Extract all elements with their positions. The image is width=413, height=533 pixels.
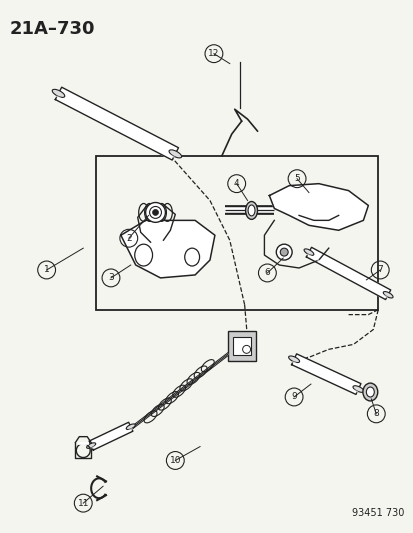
Text: 9: 9 (290, 392, 296, 401)
Text: 6: 6 (264, 269, 270, 278)
Ellipse shape (303, 249, 313, 255)
Text: 21A–730: 21A–730 (10, 20, 95, 38)
Text: 12: 12 (208, 49, 219, 58)
Text: 10: 10 (169, 456, 180, 465)
Polygon shape (291, 354, 360, 394)
Text: 5: 5 (294, 174, 299, 183)
Polygon shape (55, 87, 178, 160)
Ellipse shape (52, 90, 65, 98)
Polygon shape (121, 220, 214, 278)
Ellipse shape (382, 292, 392, 298)
Text: 4: 4 (233, 179, 239, 188)
Ellipse shape (86, 443, 95, 448)
Text: 2: 2 (126, 234, 131, 243)
Ellipse shape (247, 205, 254, 216)
Ellipse shape (275, 244, 292, 260)
Text: 1: 1 (44, 265, 50, 274)
Ellipse shape (366, 387, 373, 397)
Circle shape (152, 209, 158, 215)
Ellipse shape (352, 386, 363, 392)
Text: 93451 730: 93451 730 (351, 508, 403, 518)
Ellipse shape (288, 356, 299, 362)
Text: 8: 8 (373, 409, 378, 418)
Text: 7: 7 (377, 265, 382, 274)
Polygon shape (269, 184, 368, 230)
Ellipse shape (362, 383, 377, 401)
Circle shape (145, 203, 165, 222)
Ellipse shape (245, 201, 257, 220)
Ellipse shape (280, 248, 287, 256)
Bar (96, 156, 377, 310)
Ellipse shape (126, 424, 135, 430)
Bar (232, 337, 250, 356)
Text: 3: 3 (108, 273, 114, 282)
Text: 11: 11 (77, 499, 89, 507)
Polygon shape (306, 247, 390, 300)
Polygon shape (89, 422, 133, 450)
Ellipse shape (169, 150, 181, 158)
Bar (227, 332, 255, 361)
